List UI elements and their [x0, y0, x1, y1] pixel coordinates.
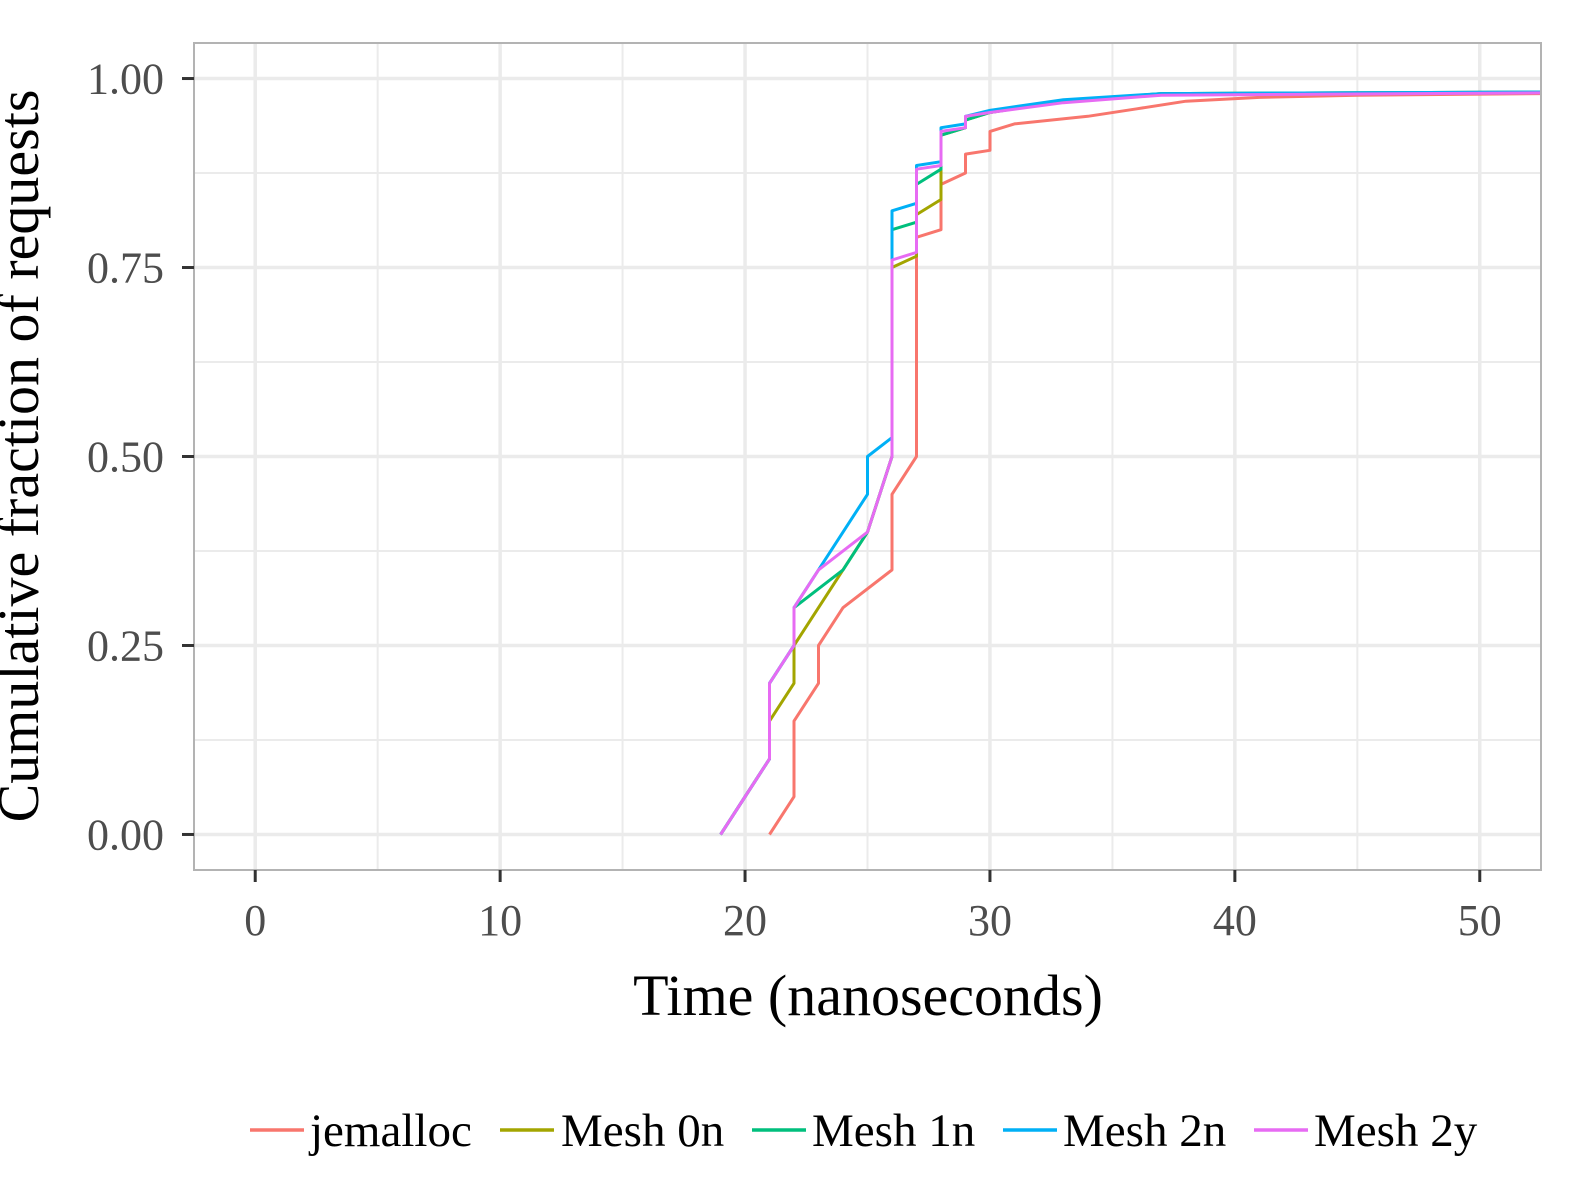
x-axis: 0 10 20 30 40 50: [244, 870, 1502, 945]
legend-label: Mesh 1n: [812, 1105, 975, 1157]
x-tick-label: 0: [244, 896, 266, 945]
series-lines: [719, 90, 1542, 836]
legend-label: jemalloc: [308, 1105, 472, 1157]
series-line-mesh-2y: [719, 91, 1542, 836]
legend-label: Mesh 2y: [1314, 1105, 1478, 1157]
y-axis-title: Cumulative fraction of requests: [0, 90, 51, 823]
major-gridlines: [194, 43, 1541, 870]
legend: jemalloc Mesh 0n Mesh 1n Mesh 2n Mesh 2y: [250, 1105, 1478, 1157]
legend-label: Mesh 0n: [561, 1105, 724, 1157]
legend-item-jemalloc: jemalloc: [250, 1105, 472, 1157]
y-tick-label: 0.00: [87, 810, 164, 859]
y-tick-label: 0.75: [87, 244, 164, 293]
x-tick-label: 40: [1213, 896, 1257, 945]
x-axis-title: Time (nanoseconds): [633, 963, 1103, 1028]
legend-item-mesh-2n: Mesh 2n: [1003, 1105, 1226, 1157]
legend-label: Mesh 2n: [1063, 1105, 1226, 1157]
y-axis: 0.00 0.25 0.50 0.75 1.00: [87, 55, 194, 859]
x-tick-label: 20: [723, 896, 767, 945]
x-tick-label: 30: [968, 896, 1012, 945]
y-tick-label: 1.00: [87, 55, 164, 104]
y-tick-label: 0.25: [87, 621, 164, 670]
legend-item-mesh-1n: Mesh 1n: [752, 1105, 975, 1157]
y-tick-label: 0.50: [87, 433, 164, 482]
x-tick-label: 10: [478, 896, 522, 945]
legend-item-mesh-0n: Mesh 0n: [500, 1105, 724, 1157]
legend-item-mesh-2y: Mesh 2y: [1254, 1105, 1478, 1157]
x-tick-label: 50: [1458, 896, 1502, 945]
